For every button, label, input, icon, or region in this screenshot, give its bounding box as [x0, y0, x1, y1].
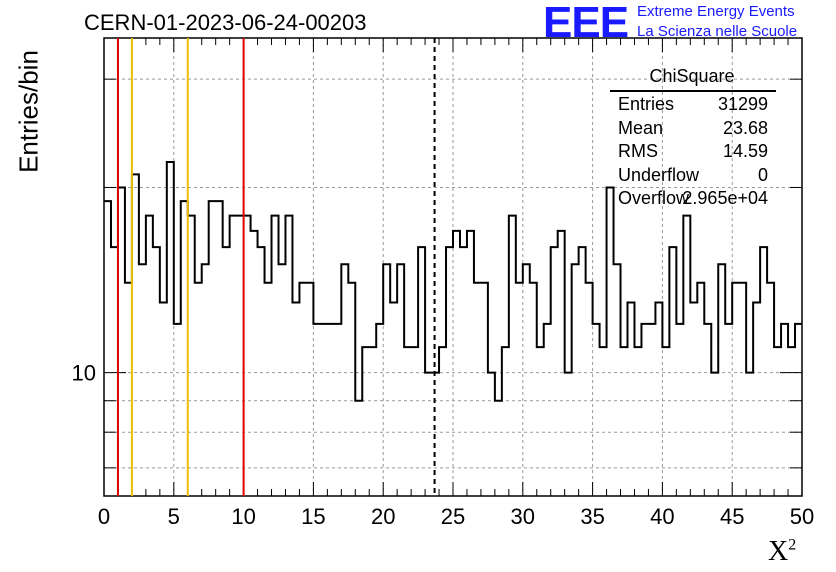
x-tick-label: 10: [231, 504, 255, 529]
logo-line-2: La Scienza nelle Scuole: [637, 23, 798, 40]
logo-line-1: Extreme Energy Events: [637, 3, 795, 20]
x-tick-label: 30: [511, 504, 535, 529]
stats-value: 0: [757, 164, 768, 185]
stats-row: RMS 14.59: [610, 141, 780, 165]
stats-key: Underflow: [618, 164, 700, 185]
x-tick-label: 45: [720, 504, 744, 529]
x-tick-label: 50: [790, 504, 814, 529]
chart-title: CERN-01-2023-06-24-00203: [84, 10, 367, 35]
x-tick-label: 25: [441, 504, 465, 529]
stats-value: 23.68: [722, 117, 768, 138]
x-tick-label: 0: [98, 504, 110, 529]
x-tick-label: 15: [301, 504, 325, 529]
stats-name: ChiSquare: [649, 66, 735, 86]
eee-logo: EEE: [543, 0, 629, 47]
histogram-line: [104, 161, 802, 402]
stats-key: Entries: [618, 94, 675, 114]
stats-key: RMS: [618, 141, 658, 161]
stats-key: Overflow: [618, 188, 690, 208]
y-tick-label: 10: [72, 361, 96, 386]
stats-box: ChiSquare Entries 31299 Mean 23.68 RMS 14.5…: [610, 66, 780, 212]
x-tick-label: 35: [580, 504, 604, 529]
stats-row: Mean 23.68: [610, 118, 780, 142]
stats-row: Entries 31299: [610, 94, 780, 118]
x-tick-label: 40: [650, 504, 674, 529]
stats-value: 31299: [717, 94, 768, 114]
stats-row: Overflow 2.965e+04: [610, 188, 780, 212]
x-axis-label: X2: [768, 536, 797, 567]
stats-key: Mean: [618, 117, 664, 138]
x-tick-label: 20: [371, 504, 395, 529]
stats-row: Underflow 0: [610, 165, 780, 189]
stats-value: 14.59: [722, 141, 768, 161]
stats-value: 2.965e+04: [682, 188, 768, 208]
x-tick-label: 5: [168, 504, 180, 529]
